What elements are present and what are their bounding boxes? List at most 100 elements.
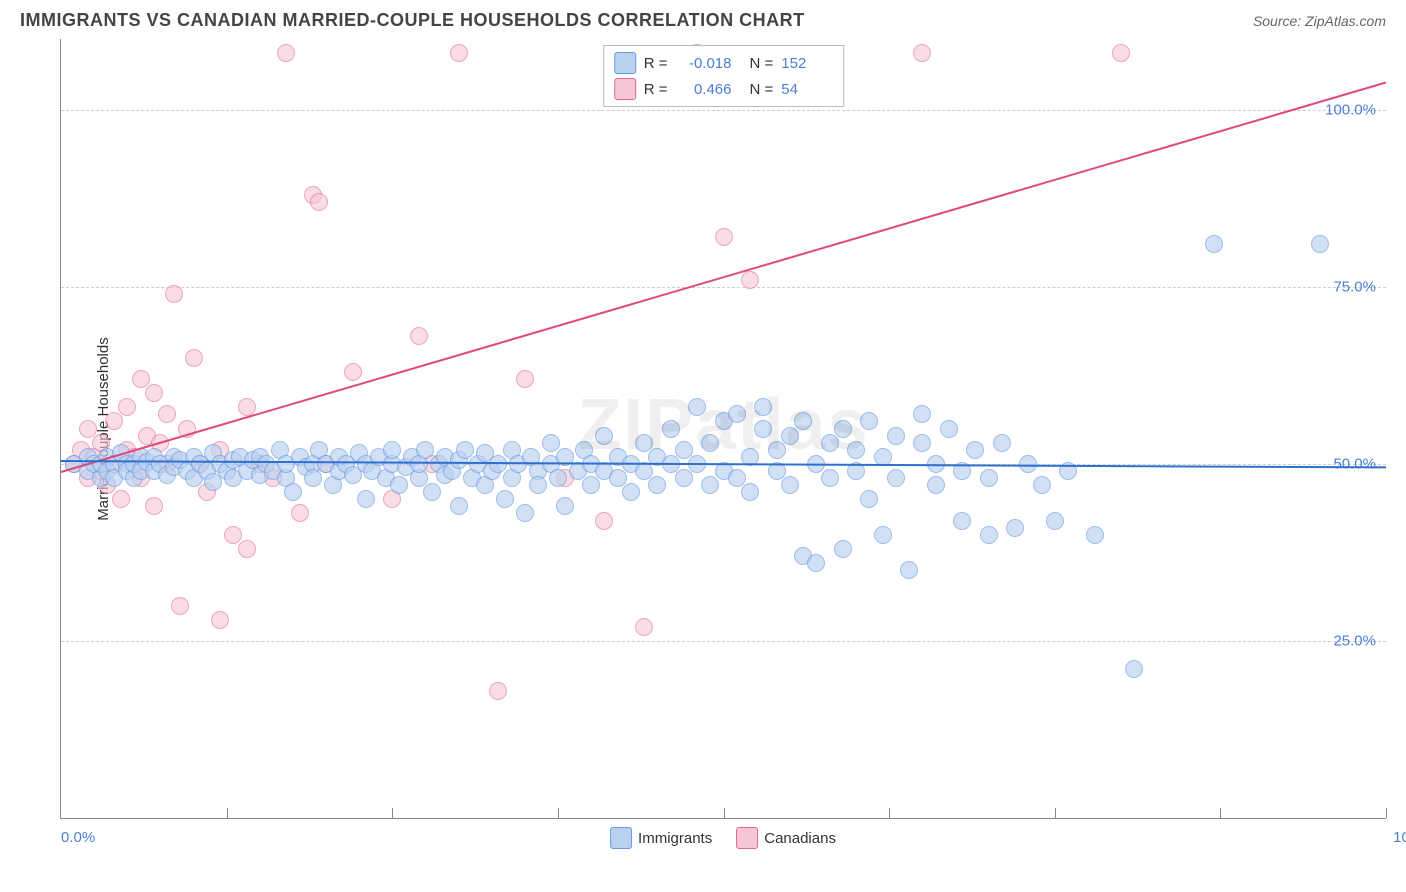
data-point (701, 476, 719, 494)
tick-mark-x (558, 808, 559, 818)
data-point (648, 476, 666, 494)
data-point (238, 540, 256, 558)
data-point (1311, 235, 1329, 253)
data-point (344, 363, 362, 381)
data-point (609, 469, 627, 487)
stat-n-value: 54 (781, 81, 833, 98)
stat-row: R =-0.018N =152 (614, 50, 834, 76)
data-point (953, 512, 971, 530)
data-point (913, 434, 931, 452)
data-point (304, 469, 322, 487)
tick-mark-x (227, 808, 228, 818)
data-point (277, 44, 295, 62)
plot-region: ZIPatlas R =-0.018N =152R =0.466N =54 25… (60, 39, 1386, 819)
data-point (489, 682, 507, 700)
tick-mark-x (1386, 808, 1387, 818)
data-point (171, 597, 189, 615)
data-point (529, 476, 547, 494)
data-point (1033, 476, 1051, 494)
data-point (118, 398, 136, 416)
data-point (1125, 660, 1143, 678)
source-label: Source: ZipAtlas.com (1253, 13, 1386, 29)
data-point (291, 504, 309, 522)
data-point (728, 405, 746, 423)
data-point (887, 469, 905, 487)
data-point (112, 490, 130, 508)
data-point (675, 441, 693, 459)
x-tick-label: 0.0% (61, 829, 95, 846)
data-point (165, 285, 183, 303)
data-point (284, 483, 302, 501)
data-point (688, 398, 706, 416)
gridline-h (61, 110, 1386, 111)
data-point (821, 469, 839, 487)
data-point (450, 44, 468, 62)
data-point (456, 441, 474, 459)
data-point (1086, 526, 1104, 544)
data-point (741, 483, 759, 501)
data-point (993, 434, 1011, 452)
data-point (595, 512, 613, 530)
stat-r-label: R = (644, 55, 668, 72)
data-point (754, 420, 772, 438)
data-point (185, 349, 203, 367)
data-point (622, 483, 640, 501)
correlation-stats-box: R =-0.018N =152R =0.466N =54 (603, 45, 845, 107)
tick-mark-x (392, 808, 393, 818)
tick-mark-x (1055, 808, 1056, 818)
data-point (728, 469, 746, 487)
data-point (715, 228, 733, 246)
data-point (927, 476, 945, 494)
legend-item: Immigrants (610, 827, 712, 849)
legend-swatch (614, 78, 636, 100)
data-point (1006, 519, 1024, 537)
data-point (556, 497, 574, 515)
data-point (781, 476, 799, 494)
data-point (145, 384, 163, 402)
data-point (416, 441, 434, 459)
data-point (940, 420, 958, 438)
data-point (860, 412, 878, 430)
stat-row: R =0.466N =54 (614, 76, 834, 102)
data-point (834, 540, 852, 558)
data-point (158, 405, 176, 423)
data-point (549, 469, 567, 487)
data-point (450, 497, 468, 515)
gridline-h (61, 641, 1386, 642)
tick-mark-x (1220, 808, 1221, 818)
data-point (701, 434, 719, 452)
data-point (582, 476, 600, 494)
data-point (807, 554, 825, 572)
y-tick-label: 75.0% (1333, 278, 1376, 295)
data-point (781, 427, 799, 445)
data-point (410, 327, 428, 345)
data-point (1046, 512, 1064, 530)
stat-r-value: 0.466 (676, 81, 732, 98)
data-point (423, 483, 441, 501)
data-point (794, 412, 812, 430)
data-point (980, 469, 998, 487)
data-point (390, 476, 408, 494)
data-point (741, 271, 759, 289)
tick-mark-x (724, 808, 725, 818)
data-point (310, 193, 328, 211)
data-point (635, 618, 653, 636)
data-point (542, 434, 560, 452)
data-point (145, 497, 163, 515)
tick-mark-x (889, 808, 890, 818)
data-point (662, 420, 680, 438)
legend-swatch (610, 827, 632, 849)
data-point (357, 490, 375, 508)
data-point (1112, 44, 1130, 62)
data-point (211, 611, 229, 629)
data-point (913, 44, 931, 62)
legend-label: Immigrants (638, 830, 712, 847)
data-point (383, 441, 401, 459)
data-point (516, 504, 534, 522)
gridline-h (61, 287, 1386, 288)
data-point (768, 441, 786, 459)
stat-r-value: -0.018 (676, 55, 732, 72)
data-point (966, 441, 984, 459)
legend-swatch (736, 827, 758, 849)
data-point (224, 526, 242, 544)
